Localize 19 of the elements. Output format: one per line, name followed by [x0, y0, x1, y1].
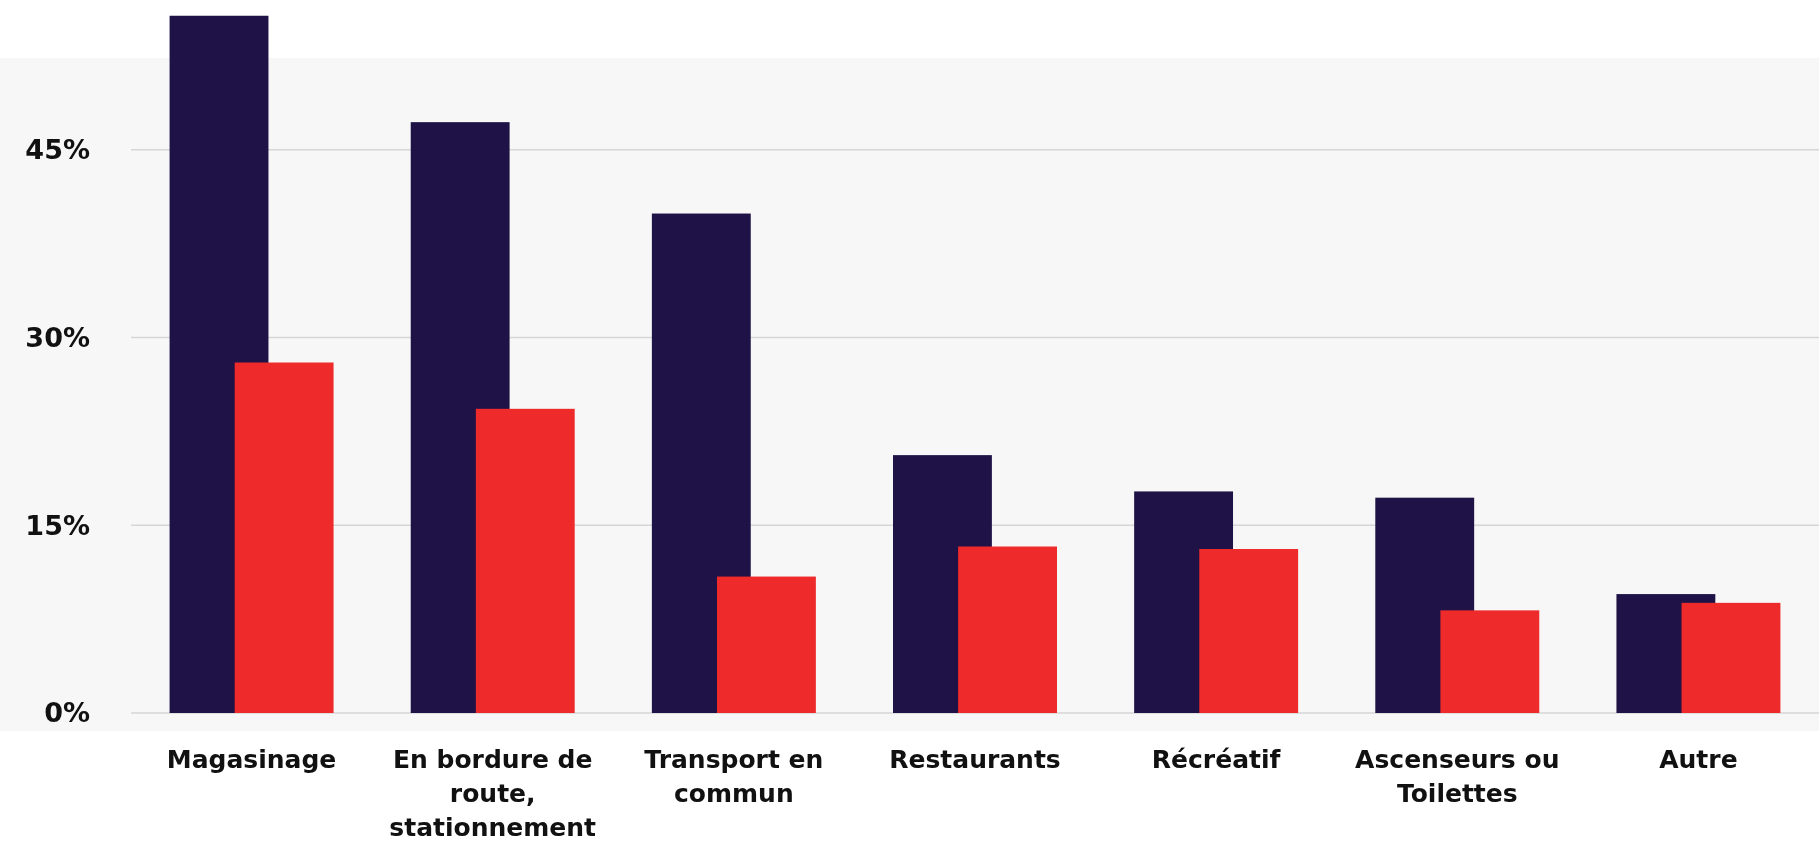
bar: [1199, 549, 1299, 713]
y-tick-label: 0%: [44, 697, 90, 729]
bar: [958, 546, 1057, 713]
y-tick-label: 30%: [25, 321, 90, 353]
bar: [234, 362, 334, 713]
bar: [716, 576, 816, 713]
bar: [651, 213, 751, 713]
bar: [1440, 610, 1540, 713]
x-tick-label: Magasinage: [166, 745, 337, 774]
bar: [1681, 602, 1781, 713]
x-tick-label: Restaurants: [889, 745, 1061, 774]
x-tick-label: Transport en commun: [644, 745, 824, 808]
y-tick-label: 15%: [25, 509, 90, 541]
bar: [475, 408, 575, 713]
x-tick-label: Autre: [1659, 745, 1738, 774]
x-tick-label: En bordure de route, stationnement: [389, 745, 597, 842]
y-tick-label: 45%: [25, 134, 90, 166]
x-tick-label: Ascenseurs ou Toilettes: [1355, 745, 1560, 808]
x-tick-label: Récréatif: [1151, 745, 1282, 774]
